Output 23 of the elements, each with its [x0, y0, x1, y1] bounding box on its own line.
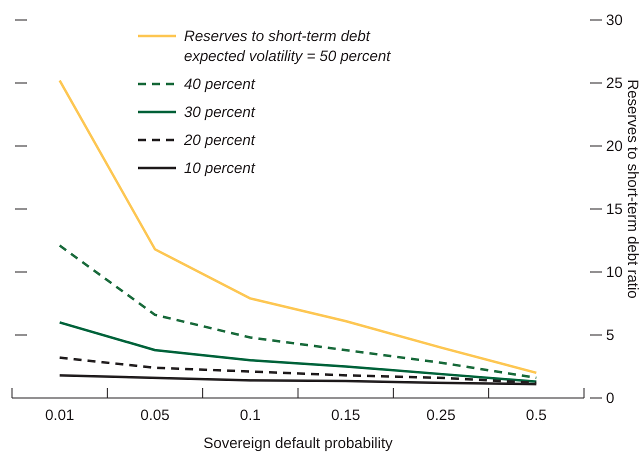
legend-label: 40 percent: [184, 76, 256, 93]
line-series: [58, 79, 538, 374]
legend-label: Reserves to short-term debt expected volatility = 50 percent: [184, 28, 392, 65]
y-tick-label: 15: [606, 201, 623, 218]
x-tick-label: 0.1: [240, 407, 261, 424]
legend-label: 10 percent: [184, 160, 256, 177]
y-tick-label: 0: [606, 390, 614, 407]
y-tick-label: 30: [606, 12, 623, 29]
y-tick-label: 10: [606, 264, 623, 281]
legend-label: 30 percent: [184, 104, 256, 121]
y-tick-label: 20: [606, 138, 623, 155]
x-tick-label: 0.5: [526, 407, 547, 424]
x-tick-label: 0.25: [426, 407, 456, 424]
y-axis-title: Reserves to short-term debt ratio: [624, 79, 641, 299]
y-tick-label: 25: [606, 75, 623, 92]
y-tick-label: 5: [606, 327, 614, 344]
x-tick-label: 0.05: [140, 407, 170, 424]
x-tick-label: 0.15: [331, 407, 360, 424]
legend-label: 20 percent: [183, 132, 256, 149]
line-series: [58, 321, 538, 383]
x-axis-title: Sovereign default probability: [203, 435, 394, 452]
x-tick-label: 0.01: [45, 407, 74, 424]
line-series: [58, 244, 538, 380]
